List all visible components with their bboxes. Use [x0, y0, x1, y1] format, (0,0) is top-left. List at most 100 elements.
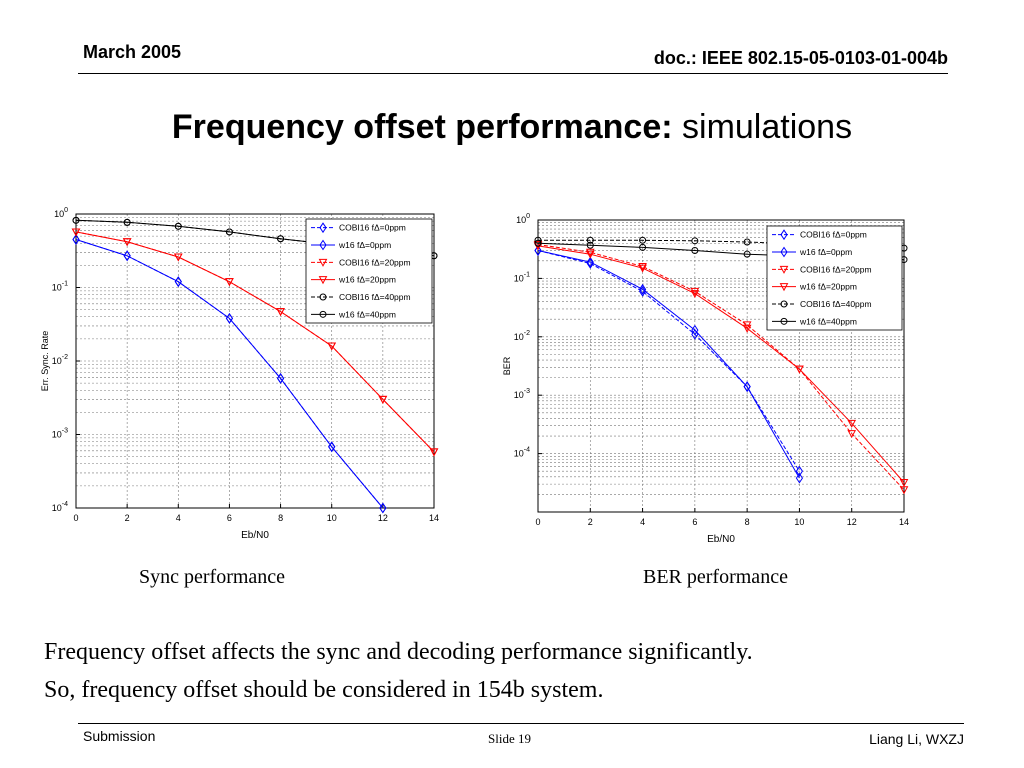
data-point	[71, 228, 81, 237]
data-point	[225, 228, 233, 236]
data-point	[318, 258, 328, 267]
series-1	[534, 245, 804, 484]
chart-svg: 0 2 4 6 8 10 12 14 100 10-1 10-2 10-3 10-4 Eb/N0 BER CO…	[502, 213, 909, 545]
chart-legend: COBI16 fΔ=0ppm w16 fΔ=0ppm COBI16 fΔ=20ppm…	[305, 218, 433, 324]
x-axis-label: Eb/N0	[241, 530, 269, 541]
body-line-2: So, frequency offset should be considere…	[44, 677, 604, 703]
x-tick-label: 0	[73, 513, 78, 523]
data-point	[534, 239, 542, 247]
plot-frame	[537, 219, 905, 513]
y-tick-label: 100	[516, 213, 530, 225]
data-point	[534, 245, 542, 256]
data-point	[795, 465, 804, 477]
legend-entry: w16 fΔ=20ppm	[338, 275, 396, 285]
data-point	[276, 308, 285, 317]
series-3	[71, 228, 439, 457]
data-point	[639, 243, 647, 251]
data-point	[586, 236, 594, 244]
legend-entry: w16 fΔ=40ppm	[338, 309, 396, 319]
x-tick-label: 8	[745, 517, 750, 527]
legend-entry: COBI16 fΔ=40ppm	[800, 299, 872, 309]
header-doc-id: doc.: IEEE 802.15-05-0103-01-004b	[653, 48, 948, 68]
data-point	[319, 293, 327, 301]
data-point	[379, 502, 387, 514]
data-point	[173, 253, 183, 262]
data-point	[318, 276, 328, 285]
body-line-1: Frequency offset affects the sync and de…	[44, 639, 753, 665]
data-point	[795, 365, 804, 374]
slide-title-normal: simulations	[672, 108, 853, 146]
data-point	[691, 247, 699, 255]
data-point	[225, 312, 234, 324]
y-tick-label: 10-4	[52, 501, 68, 513]
data-point	[122, 238, 132, 247]
y-tick-label: 10-2	[514, 330, 530, 342]
data-point	[899, 478, 909, 488]
data-point	[639, 236, 647, 244]
legend-entry: COBI16 fΔ=20ppm	[339, 257, 411, 267]
header-divider	[78, 73, 948, 74]
data-point	[319, 239, 327, 251]
x-tick-label: 4	[176, 513, 181, 523]
data-point	[847, 430, 857, 439]
y-tick-label: 10-4	[514, 447, 530, 459]
data-point	[72, 234, 80, 245]
data-point	[847, 419, 857, 428]
data-point	[638, 283, 647, 295]
y-tick-label: 10-1	[52, 281, 68, 293]
data-point	[123, 218, 131, 226]
data-point	[533, 241, 543, 250]
x-tick-label: 10	[327, 513, 337, 523]
data-point	[780, 317, 788, 325]
legend-entry: w16 fΔ=0ppm	[799, 247, 852, 257]
x-tick-label: 4	[640, 517, 645, 527]
series-line	[537, 250, 800, 479]
data-point	[780, 229, 788, 241]
data-point	[780, 246, 788, 258]
caption-ber: BER performance	[643, 566, 788, 588]
x-tick-label: 12	[847, 517, 857, 527]
chart-legend: COBI16 fΔ=0ppm w16 fΔ=0ppm COBI16 fΔ=20ppm…	[766, 225, 903, 331]
data-point	[586, 256, 594, 268]
data-point	[585, 250, 595, 259]
legend-entry: COBI16 fΔ=40ppm	[339, 292, 411, 302]
series-line	[537, 250, 800, 472]
footer-slide-number: Slide 19	[488, 731, 531, 746]
data-point	[319, 310, 327, 318]
footer-divider	[78, 723, 964, 724]
x-axis-label: Eb/N0	[707, 534, 735, 545]
data-point	[72, 216, 80, 224]
slide-title-bold: Frequency offset performance:	[171, 108, 673, 146]
data-point	[277, 235, 285, 243]
footer-author: Liang Li, WXZJ	[869, 731, 964, 747]
body-text: Frequency offset affects the sync and de…	[44, 633, 1004, 709]
data-point	[743, 381, 751, 393]
header-date: March 2005	[83, 42, 182, 62]
data-point	[328, 441, 336, 453]
legend-entry: w16 fΔ=40ppm	[799, 316, 857, 326]
sync-performance-chart: 0 2 4 6 8 10 12 14 100 10-1 10-2 10-3 10-4 Eb/N0 Err. …	[34, 200, 454, 550]
data-point	[276, 372, 285, 384]
legend-entry: w16 fΔ=20ppm	[799, 282, 857, 292]
legend-entry: COBI16 fΔ=0ppm	[800, 230, 867, 240]
x-tick-label: 6	[692, 517, 697, 527]
legend-entry: COBI16 fΔ=0ppm	[339, 223, 406, 233]
series-3	[533, 242, 909, 488]
data-point	[585, 248, 595, 257]
x-tick-label: 8	[278, 513, 283, 523]
series-line	[75, 231, 435, 453]
data-point	[378, 395, 388, 404]
y-tick-label: 100	[54, 207, 68, 219]
data-point	[429, 448, 439, 457]
x-tick-label: 0	[535, 517, 540, 527]
y-axis-label: Err. Sync. Rate	[40, 331, 50, 392]
legend-box	[305, 218, 433, 324]
y-tick-label: 10-2	[52, 354, 68, 366]
legend-entry: COBI16 fΔ=20ppm	[800, 264, 872, 274]
data-point	[123, 250, 131, 262]
data-point	[586, 241, 594, 249]
slide-title: Frequency offset performance: simulation…	[0, 108, 1024, 147]
data-point	[327, 342, 337, 351]
x-tick-label: 2	[125, 513, 130, 523]
x-tick-label: 2	[588, 517, 593, 527]
